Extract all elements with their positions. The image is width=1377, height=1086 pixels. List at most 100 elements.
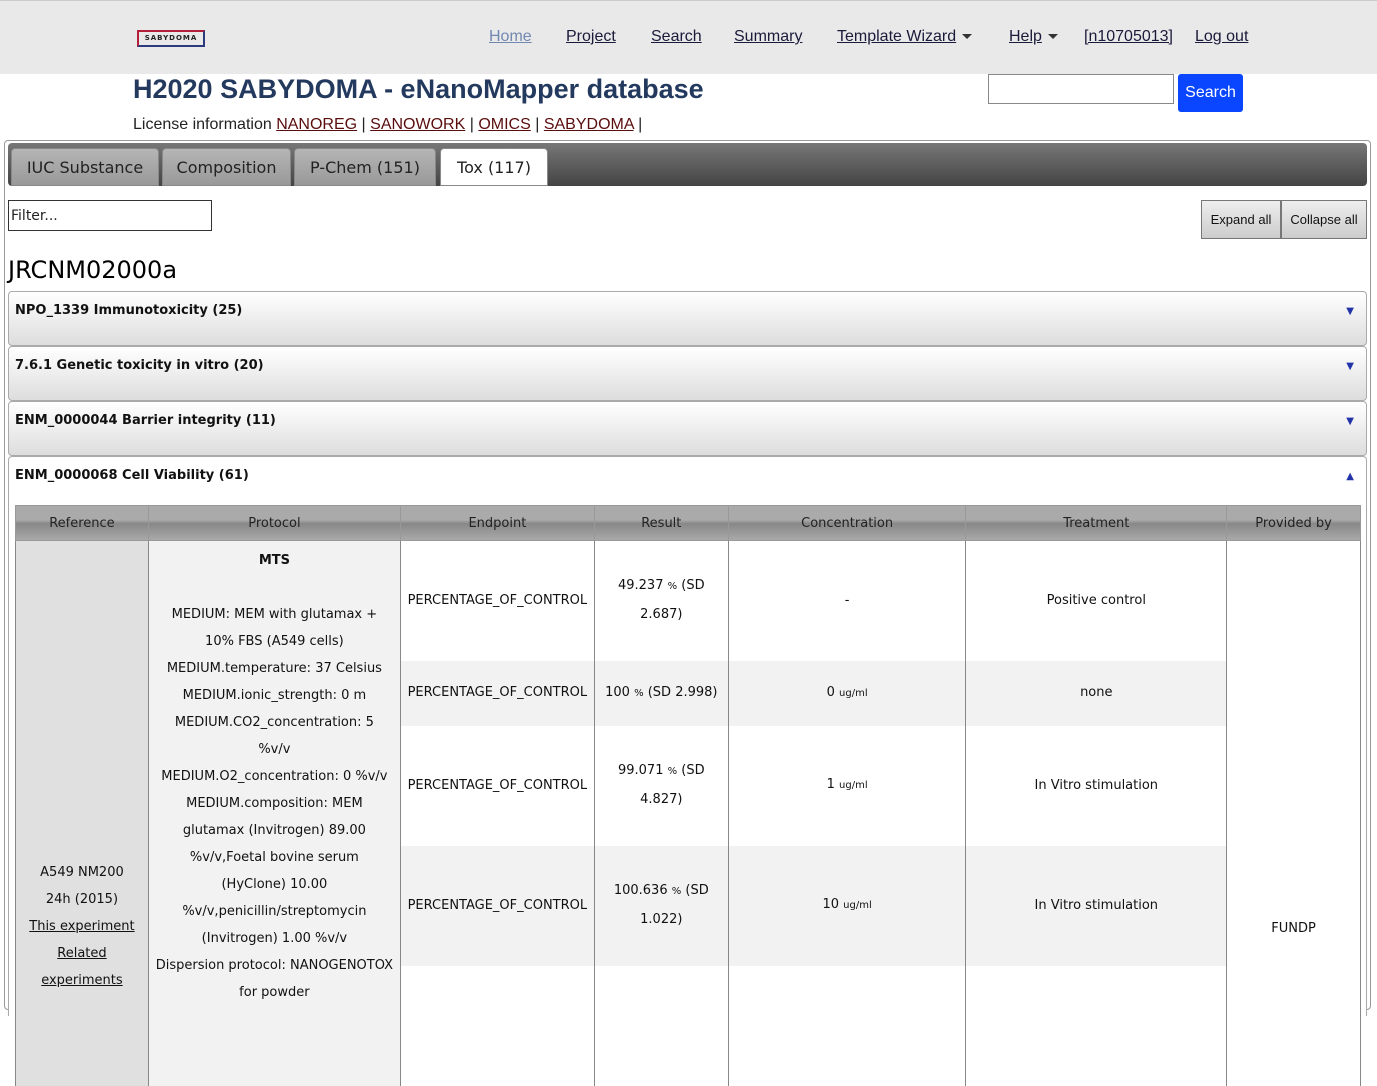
search-button[interactable]: Search	[1178, 74, 1243, 112]
col-treatment[interactable]: Treatment	[965, 505, 1228, 541]
result-sd: (SD 2.998)	[647, 684, 718, 700]
provided-by-cell: FUNDP	[1226, 540, 1361, 1086]
col-protocol[interactable]: Protocol	[147, 505, 401, 541]
license-label: License information	[133, 116, 272, 133]
reference-text: A549 NM200 24h (2015)	[40, 865, 124, 907]
endpoint-cell: PERCENTAGE_OF_CONTROL	[399, 540, 595, 661]
result-value: 49.237	[617, 578, 664, 594]
result-cell: 100.636 % (SD 1.022)	[593, 845, 729, 966]
result-sd: (SD 2.687)	[640, 578, 705, 623]
nav-project[interactable]: Project	[566, 28, 616, 45]
conc-value: 10	[822, 897, 840, 912]
protocol-line: MEDIUM.CO2_concentration: 5 %v/v	[174, 715, 374, 757]
table-row: PERCENTAGE_OF_CONTROL 99.071 % (SD 4.827…	[16, 725, 1361, 846]
triangle-up-icon: ▲	[1346, 471, 1354, 482]
section-genetic-toxicity[interactable]: 7.6.1 Genetic toxicity in vitro (20) ▼	[8, 346, 1367, 401]
tab-tox[interactable]: Tox (117)	[440, 148, 548, 186]
page-title: H2020 SABYDOMA - eNanoMapper database	[133, 74, 704, 104]
protocol-line: Dispersion protocol: NANOGENOTOX for pow…	[155, 958, 394, 1000]
nav-template-wizard[interactable]: Template Wizard	[837, 28, 973, 46]
concentration-cell	[727, 965, 967, 1086]
section-title: 7.6.1 Genetic toxicity in vitro (20)	[15, 358, 264, 373]
concentration-cell: 10 ug/ml	[727, 845, 967, 966]
result-unit: %	[667, 581, 678, 593]
endpoint-cell: PERCENTAGE_OF_CONTROL	[399, 725, 595, 846]
result-unit: %	[667, 766, 678, 777]
caret-down-icon	[1047, 34, 1058, 40]
protocol-cell: MTS MEDIUM: MEM with glutamax + 10% FBS …	[147, 540, 401, 1086]
section-barrier-integrity[interactable]: ENM_0000044 Barrier integrity (11) ▼	[8, 401, 1367, 456]
concentration-cell: 1 ug/ml	[727, 725, 967, 846]
nav-summary[interactable]: Summary	[734, 28, 803, 45]
col-endpoint[interactable]: Endpoint	[399, 505, 595, 541]
results-table: Reference Protocol Endpoint Result Conce…	[15, 505, 1361, 1086]
license-omics[interactable]: OMICS	[478, 116, 531, 133]
result-cell: 100 % (SD 2.998)	[593, 660, 729, 726]
related-experiments-link[interactable]: Related experiments	[41, 946, 123, 988]
protocol-line: MEDIUM.temperature: 37 Celsius	[166, 661, 382, 676]
conc-value: -	[844, 592, 850, 608]
caret-down-icon	[962, 34, 973, 40]
tab-iuc-substance[interactable]: IUC Substance	[11, 148, 159, 186]
section-title: ENM_0000068 Cell Viability (61)	[15, 468, 249, 483]
license-info: License information NANOREG | SANOWORK |…	[133, 116, 643, 133]
search-input[interactable]	[988, 74, 1174, 104]
treatment-cell	[965, 965, 1228, 1086]
result-unit: %	[634, 687, 644, 699]
table-row: PERCENTAGE_OF_CONTROL 100 % (SD 2.998) 0…	[16, 660, 1361, 726]
protocol-title: MTS	[258, 553, 290, 568]
col-concentration[interactable]: Concentration	[727, 505, 967, 541]
protocol-line: MEDIUM.O2_concentration: 0 %v/v	[161, 769, 388, 784]
concentration-cell: 0 ug/ml	[727, 660, 967, 726]
nav-label: Template Wizard	[837, 28, 957, 45]
triangle-down-icon: ▼	[1346, 416, 1354, 427]
conc-value: 1	[826, 777, 835, 792]
col-provided-by[interactable]: Provided by	[1226, 505, 1361, 541]
result-cell: 49.237 % (SD 2.687)	[593, 540, 729, 661]
conc-unit: ug/ml	[839, 780, 868, 791]
conc-value: 0	[826, 684, 835, 700]
license-sabydoma[interactable]: SABYDOMA	[543, 116, 634, 133]
treatment-cell: In Vitro stimulation	[965, 725, 1228, 846]
protocol-line: MEDIUM: MEM with glutamax + 10% FBS (A54…	[171, 607, 378, 649]
result-unit: %	[671, 886, 682, 897]
expand-all-button[interactable]: Expand all	[1201, 200, 1281, 239]
collapse-all-button[interactable]: Collapse all	[1281, 200, 1367, 239]
nav-search[interactable]: Search	[651, 28, 702, 45]
this-experiment-link[interactable]: This experiment	[29, 919, 135, 934]
section-title: NPO_1339 Immunotoxicity (25)	[15, 303, 243, 318]
nav-logout[interactable]: Log out	[1195, 28, 1249, 45]
table-header: Reference Protocol Endpoint Result Conce…	[15, 505, 1361, 541]
nav-home[interactable]: Home	[489, 28, 532, 45]
treatment-cell: Positive control	[965, 540, 1228, 661]
license-sanowork[interactable]: SANOWORK	[370, 116, 466, 133]
table-row: A549 NM200 24h (2015) This experiment Rela…	[15, 540, 1361, 1086]
result-sd: (SD 4.827)	[640, 763, 705, 807]
protocol-line: MEDIUM.ionic_strength: 0 m	[182, 688, 367, 703]
sabydoma-logo[interactable]: SABYDOMA	[137, 30, 205, 47]
tab-p-chem[interactable]: P-Chem (151)	[294, 148, 436, 186]
tab-composition[interactable]: Composition	[162, 148, 291, 186]
section-immunotoxicity[interactable]: NPO_1339 Immunotoxicity (25) ▼	[8, 291, 1367, 346]
triangle-down-icon: ▼	[1346, 361, 1354, 372]
treatment-cell: none	[965, 660, 1228, 726]
table-row: PERCENTAGE_OF_CONTROL 100.636 % (SD 1.02…	[16, 845, 1361, 966]
nav-user[interactable]: [n10705013]	[1084, 28, 1173, 45]
license-nanoreg[interactable]: NANOREG	[276, 116, 358, 133]
result-cell: 99.071 % (SD 4.827)	[593, 725, 729, 846]
col-result[interactable]: Result	[593, 505, 729, 541]
col-reference[interactable]: Reference	[15, 505, 149, 541]
result-value: 99.071	[617, 763, 664, 778]
filter-input[interactable]: Filter...	[8, 200, 212, 231]
treatment-cell: In Vitro stimulation	[965, 845, 1228, 966]
concentration-cell: -	[727, 540, 967, 661]
reference-cell: A549 NM200 24h (2015) This experiment Rela…	[15, 540, 149, 1086]
conc-unit: ug/ml	[839, 687, 868, 699]
endpoint-cell	[399, 965, 595, 1086]
conc-unit: ug/ml	[843, 900, 872, 911]
result-value: 100.636	[613, 883, 668, 898]
nav-help[interactable]: Help	[1009, 28, 1058, 46]
result-value: 100	[605, 684, 630, 700]
result-sd: (SD 1.022)	[640, 883, 709, 927]
endpoint-cell: PERCENTAGE_OF_CONTROL	[399, 660, 595, 726]
